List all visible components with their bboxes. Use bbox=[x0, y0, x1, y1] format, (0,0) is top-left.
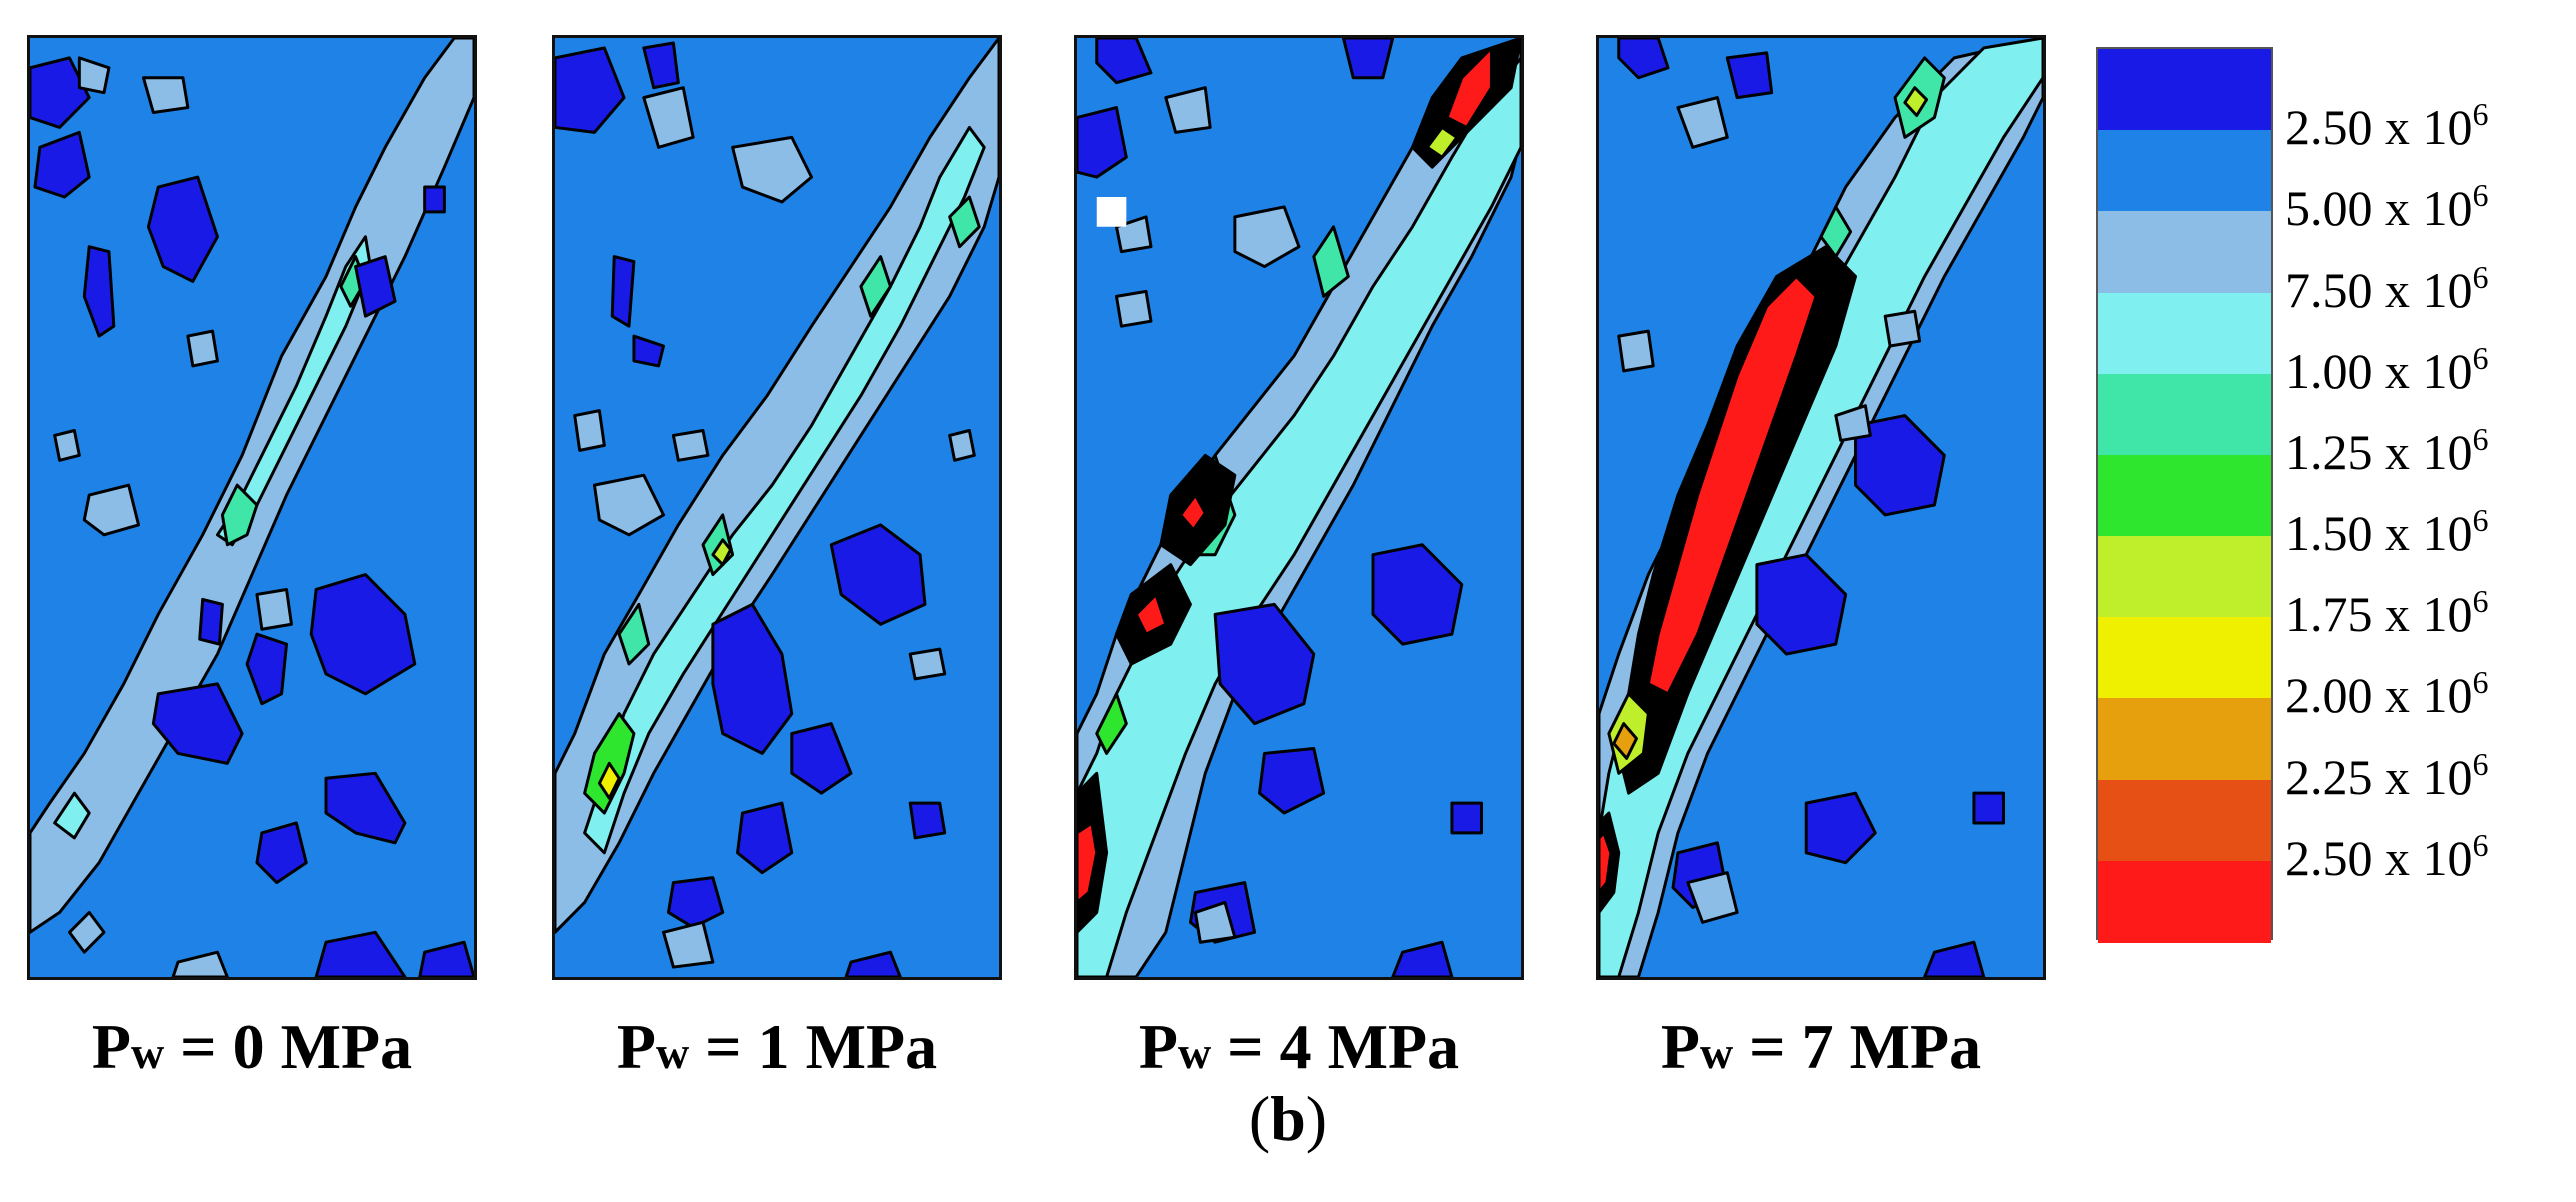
legend-swatch bbox=[2098, 211, 2271, 294]
panel-label-pw1: Pw = 1 MPa bbox=[616, 1011, 938, 1082]
legend-tick-exponent: 6 bbox=[2472, 745, 2489, 782]
legend-swatch bbox=[2098, 130, 2271, 213]
legend-tick-label: 1.75 x 106 bbox=[2285, 585, 2489, 643]
legend-tick-label: 2.25 x 106 bbox=[2285, 748, 2489, 805]
contour-panel-pw4 bbox=[1074, 35, 1524, 980]
legend-tick-base: 1.00 x 10 bbox=[2285, 342, 2473, 399]
legend-tick-exponent: 6 bbox=[2472, 664, 2489, 701]
legend-swatch bbox=[2098, 536, 2271, 619]
legend-tick-base: 1.50 x 10 bbox=[2285, 505, 2473, 562]
legend-tick-label: 2.50 x 106 bbox=[2285, 829, 2489, 886]
legend-tick-exponent: 6 bbox=[2472, 339, 2489, 376]
panel-label-pw7: Pw = 7 MPa bbox=[1660, 1011, 1982, 1082]
legend-tick-exponent: 6 bbox=[2472, 826, 2489, 863]
legend-tick-label: 2.00 x 106 bbox=[2285, 666, 2489, 724]
legend-swatch bbox=[2098, 860, 2271, 943]
legend-swatch bbox=[2098, 292, 2271, 375]
legend-colorbar bbox=[2096, 47, 2273, 943]
contour-panel-pw7 bbox=[1596, 35, 2046, 980]
legend-swatch bbox=[2098, 454, 2271, 538]
legend-tick-label: 5.00 x 106 bbox=[2285, 179, 2489, 237]
panel-label-pw4: Pw = 4 MPa bbox=[1138, 1011, 1460, 1082]
legend-tick-base: 2.50 x 10 bbox=[2285, 99, 2473, 156]
legend-tick-label: 1.25 x 106 bbox=[2285, 423, 2489, 480]
legend-tick-base: 2.00 x 10 bbox=[2285, 667, 2473, 724]
legend-swatch bbox=[2098, 617, 2271, 700]
legend-swatch bbox=[2098, 49, 2271, 132]
legend-tick-base: 5.00 x 10 bbox=[2285, 180, 2473, 237]
legend-swatch bbox=[2098, 373, 2271, 456]
legend-tick-base: 1.75 x 10 bbox=[2285, 586, 2473, 643]
legend-tick-exponent: 6 bbox=[2472, 96, 2489, 133]
legend-tick-exponent: 6 bbox=[2472, 177, 2489, 214]
legend-swatch bbox=[2098, 779, 2271, 862]
legend-tick-exponent: 6 bbox=[2472, 583, 2489, 620]
panel-label-pw0: Pw = 0 MPa bbox=[91, 1011, 413, 1082]
legend-tick-base: 2.50 x 10 bbox=[2285, 829, 2473, 886]
legend-tick-exponent: 6 bbox=[2472, 502, 2489, 539]
legend-tick-exponent: 6 bbox=[2472, 420, 2489, 457]
legend-tick-base: 7.50 x 10 bbox=[2285, 261, 2473, 318]
legend-swatch bbox=[2098, 698, 2271, 781]
legend-tick-exponent: 6 bbox=[2472, 258, 2489, 295]
contour-panel-pw0 bbox=[27, 35, 477, 980]
legend-tick-base: 1.25 x 10 bbox=[2285, 423, 2473, 480]
legend-tick-label: 7.50 x 106 bbox=[2285, 261, 2489, 318]
legend-tick-label: 1.00 x 106 bbox=[2285, 342, 2489, 399]
contour-panel-pw1 bbox=[552, 35, 1002, 980]
legend-tick-label: 2.50 x 106 bbox=[2285, 98, 2489, 156]
figure-caption: (b) bbox=[1248, 1083, 1328, 1154]
legend-tick-base: 2.25 x 10 bbox=[2285, 748, 2473, 805]
legend-tick-label: 1.50 x 106 bbox=[2285, 504, 2489, 562]
